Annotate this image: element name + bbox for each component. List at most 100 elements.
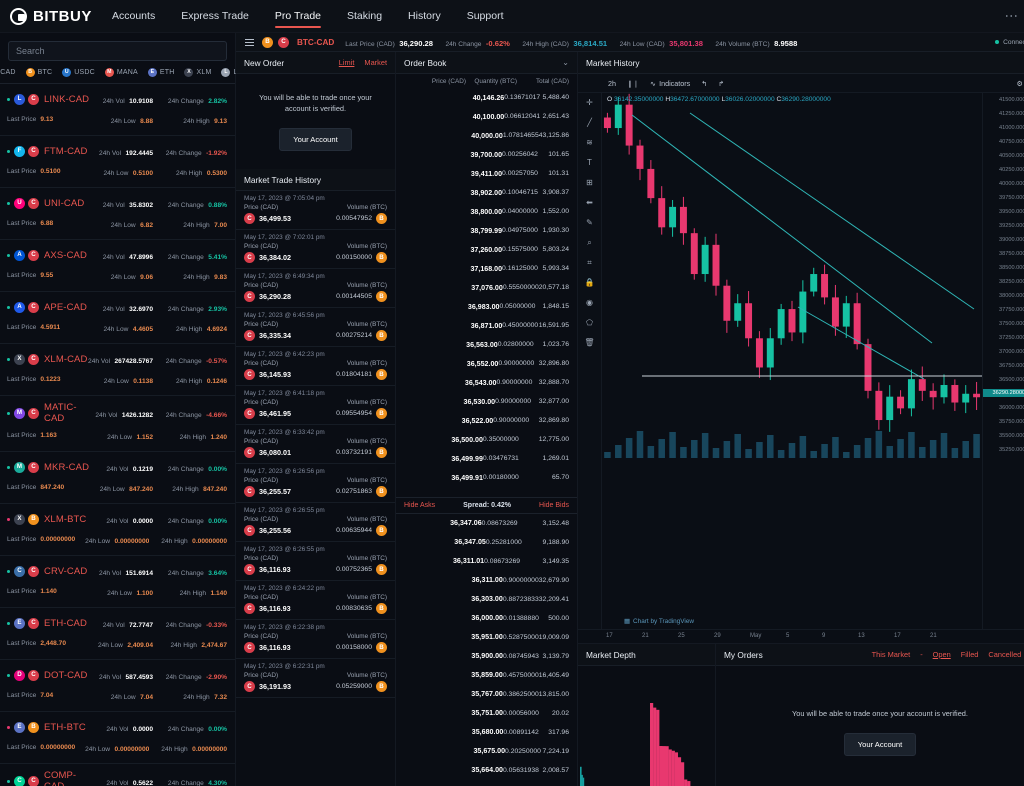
chart-time-axis[interactable]: 17 21 25 29 May 5 9 13 17 21 [578,629,1024,643]
order-book-row[interactable]: 39,700.00 0.00256042 101.65 [396,145,577,164]
redo-icon[interactable]: ↱ [718,78,725,88]
nav-item-accounts[interactable]: Accounts [112,10,156,22]
eye-icon[interactable]: ◉ [586,298,593,307]
fib-icon[interactable]: ≋ [586,138,593,147]
nav-item-staking[interactable]: Staking [347,10,383,22]
order-book-row[interactable]: 37,076.00 0.55500000 20,577.18 [396,278,577,297]
order-book-row[interactable]: 35,664.00 0.05631938 2,008.57 [396,761,577,780]
order-book-row[interactable]: 36,499.99 0.03476731 1,269.01 [396,449,577,468]
filter-cad[interactable]: C CAD [0,68,16,77]
tab-limit[interactable]: Limit [338,58,355,67]
trade-row[interactable]: May 17, 2023 @ 7:05:04 pm Price (CAD) Vo… [236,191,395,231]
hide-bids-button[interactable]: Hide Bids [539,501,569,509]
market-pair-row[interactable]: A C APE-CAD 24h Vol 32.6970 24h Change 2… [0,292,235,344]
orders-filter-cancelled[interactable]: Cancelled [988,650,1022,659]
crosshair-icon[interactable]: ✛ [586,98,593,107]
trade-row[interactable]: May 17, 2023 @ 6:26:56 pm Price (CAD) Vo… [236,464,395,504]
trade-row[interactable]: May 17, 2023 @ 6:33:42 pm Price (CAD) Vo… [236,425,395,465]
order-book-row[interactable]: 36,983.00 0.05000000 1,848.15 [396,297,577,316]
order-book-row[interactable]: 36,522.00 0.90000000 32,869.80 [396,411,577,430]
market-pair-row[interactable]: M C MATIC-CAD 24h Vol 1426.1282 24h Chan… [0,396,235,452]
order-book-row[interactable]: 35,951.00 0.52875000 19,009.09 [396,628,577,647]
order-book-row[interactable]: 35,900.00 0.08745943 3,139.79 [396,647,577,666]
nav-item-pro-trade[interactable]: Pro Trade [274,7,322,28]
order-book-row[interactable]: 36,530.00 0.90000000 32,877.00 [396,392,577,411]
order-book-row[interactable]: 36,552.00 0.90000000 32,896.80 [396,354,577,373]
search-input[interactable] [8,41,227,61]
orders-filter--[interactable]: - [920,650,923,659]
filter-mana[interactable]: M MANA [104,68,138,77]
order-book-row[interactable]: 36,303.00 0.88723833 32,209.41 [396,590,577,609]
filter-btc[interactable]: B BTC [25,68,53,77]
order-book-row[interactable]: 36,871.00 0.45000000 16,591.95 [396,316,577,335]
market-pair-row[interactable]: X C XLM-CAD 24h Vol 267428.5767 24h Chan… [0,344,235,396]
trade-history-list[interactable]: May 17, 2023 @ 7:05:04 pm Price (CAD) Vo… [236,191,395,786]
trade-row[interactable]: May 17, 2023 @ 6:24:22 pm Price (CAD) Vo… [236,581,395,621]
market-pair-row[interactable]: M C MKR-CAD 24h Vol 0.1219 24h Change 0.… [0,452,235,504]
measure-icon[interactable]: ⊞ [586,178,593,187]
your-account-button[interactable]: Your Account [279,128,352,152]
hide-asks-button[interactable]: Hide Asks [404,501,436,509]
brush-icon[interactable]: ✎ [586,218,593,227]
gear-icon[interactable]: ⚙ [1016,78,1023,88]
order-book-row[interactable]: 39,411.00 0.00257050 101.31 [396,164,577,183]
kebab-menu-icon[interactable]: ⋮ [1004,9,1019,23]
trade-row[interactable]: May 17, 2023 @ 7:02:01 pm Price (CAD) Vo… [236,230,395,270]
trade-row[interactable]: May 17, 2023 @ 6:42:23 pm Price (CAD) Vo… [236,347,395,387]
market-pair-row[interactable]: D C DOT-CAD 24h Vol 587.4593 24h Change … [0,660,235,712]
order-book-row[interactable]: 36,311.00 0.90000000 32,679.90 [396,571,577,590]
order-book-row[interactable]: 35,751.00 0.00056000 20.02 [396,704,577,723]
order-book-row[interactable]: 36,500.00 0.35000000 12,775.00 [396,430,577,449]
order-book-row[interactable]: 37,168.00 0.16125000 5,993.34 [396,259,577,278]
trade-row[interactable]: May 17, 2023 @ 6:26:55 pm Price (CAD) Vo… [236,503,395,543]
order-book-row[interactable]: 36,563.00 0.02800000 1,023.76 [396,335,577,354]
market-pair-row[interactable]: X B XLM-BTC 24h Vol 0.0000 24h Change 0.… [0,504,235,556]
market-depth-chart[interactable] [578,666,715,786]
order-book-row[interactable]: 40,000.00 1.07814655 43,125.86 [396,126,577,145]
nav-item-express-trade[interactable]: Express Trade [181,10,249,22]
order-book-row[interactable]: 36,499.91 0.00180000 65.70 [396,468,577,487]
order-book-row[interactable]: 35,583.00 0.47625000 16,946.40 [396,780,577,786]
order-book-row[interactable]: 35,675.00 0.20250000 7,224.19 [396,742,577,761]
nav-item-history[interactable]: History [408,10,441,22]
filter-usdc[interactable]: U USDC [62,68,95,77]
interval-selector[interactable]: 2h [608,78,616,88]
text-icon[interactable]: T [587,158,592,167]
order-book-row[interactable]: 35,767.00 0.38625000 13,815.00 [396,685,577,704]
filter-xlm[interactable]: X XLM [184,68,211,77]
trade-row[interactable]: May 17, 2023 @ 6:26:55 pm Price (CAD) Vo… [236,542,395,582]
order-book-row[interactable]: 40,100.00 0.06612041 2,651.43 [396,107,577,126]
market-pair-row[interactable]: U C UNI-CAD 24h Vol 35.8302 24h Change 0… [0,188,235,240]
trade-row[interactable]: May 17, 2023 @ 6:22:38 pm Price (CAD) Vo… [236,620,395,660]
order-book-bids[interactable]: 36,347.06 0.08673269 3,152.48 36,347.05 … [396,514,577,786]
order-book-row[interactable]: 36,311.01 0.08673269 3,149.35 [396,552,577,571]
market-pair-row[interactable]: C C CRV-CAD 24h Vol 151.6914 24h Change … [0,556,235,608]
order-book-row[interactable]: 38,902.00 0.10046715 3,908.37 [396,183,577,202]
trade-row[interactable]: May 17, 2023 @ 6:49:34 pm Price (CAD) Vo… [236,269,395,309]
market-pair-row[interactable]: C C COMP-CAD 24h Vol 0.5622 24h Change 4… [0,764,235,786]
indicators-button[interactable]: ∿ Indicators [650,79,690,88]
order-book-row[interactable]: 38,800.00 0.04000000 1,552.00 [396,202,577,221]
order-book-row[interactable]: 35,680.00 0.00891142 317.96 [396,723,577,742]
market-pair-row[interactable]: E C ETH-CAD 24h Vol 72.7747 24h Change -… [0,608,235,660]
order-book-asks[interactable]: 40,146.26 0.13671017 5,488.40 40,100.00 … [396,88,577,497]
candlestick-icon[interactable]: ❙❘ [627,78,640,88]
orders-filter-filled[interactable]: Filled [960,650,979,659]
hide-icon[interactable]: ⬠ [586,318,593,327]
orders-filter-open[interactable]: Open [932,650,951,659]
order-book-row[interactable]: 36,543.00 0.90000000 32,888.70 [396,373,577,392]
order-book-row[interactable]: 40,146.26 0.13671017 5,488.40 [396,88,577,107]
trade-row[interactable]: May 17, 2023 @ 6:41:18 pm Price (CAD) Vo… [236,386,395,426]
order-book-row[interactable]: 36,347.06 0.08673269 3,152.48 [396,514,577,533]
order-book-row[interactable]: 37,260.00 0.15575000 5,803.24 [396,240,577,259]
market-pair-row[interactable]: A C AXS-CAD 24h Vol 47.8996 24h Change 5… [0,240,235,292]
trade-row[interactable]: May 17, 2023 @ 6:45:56 pm Price (CAD) Vo… [236,308,395,348]
hamburger-icon[interactable] [245,38,254,46]
lock-icon[interactable]: 🔒 [584,278,595,287]
market-pair-list[interactable]: L C LINK-CAD 24h Vol 10.9108 24h Change … [0,84,235,786]
magnify-icon[interactable]: ⌕ [587,237,592,247]
market-pair-row[interactable]: F C FTM-CAD 24h Vol 192.4445 24h Change … [0,136,235,188]
my-orders-account-button[interactable]: Your Account [843,733,917,757]
market-pair-row[interactable]: L C LINK-CAD 24h Vol 10.9108 24h Change … [0,84,235,136]
trash-icon[interactable]: 🗑 [584,338,595,347]
